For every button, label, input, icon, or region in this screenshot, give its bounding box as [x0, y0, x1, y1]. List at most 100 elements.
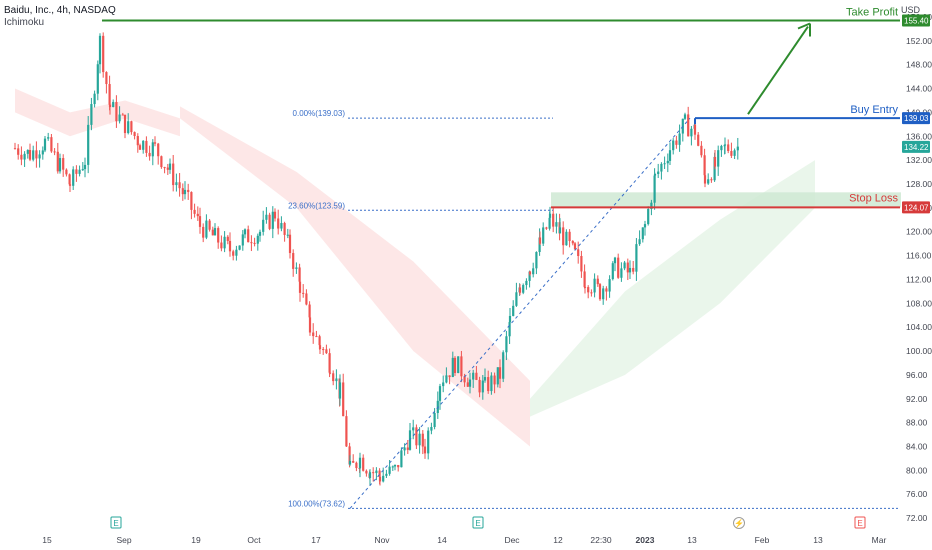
time-tick-label: Nov: [374, 535, 390, 545]
candle-body: [502, 352, 505, 379]
event-marker-icon: [733, 517, 745, 529]
candle-body: [487, 377, 490, 392]
trade-levels: 0.00%(139.03) 23.60%(123.59) 100.00%(73.62…: [102, 7, 900, 509]
candle-body: [172, 163, 175, 186]
candle-body: [175, 182, 178, 186]
candle-body: [723, 144, 727, 146]
candle-body: [298, 281, 302, 293]
candle-body: [733, 150, 736, 156]
candle-body: [305, 293, 308, 305]
candle-body: [160, 156, 163, 168]
price-tick-label: 80.00: [906, 465, 928, 475]
candles: [13, 32, 739, 486]
candle-body: [262, 219, 265, 232]
candle-body: [283, 223, 286, 235]
candle-body: [205, 220, 208, 238]
indicator-label: Ichimoku: [4, 17, 45, 28]
candle-body: [617, 257, 620, 278]
candle-body: [611, 263, 614, 280]
candle-body: [418, 433, 421, 446]
candle-body: [181, 188, 184, 195]
candle-body: [463, 376, 466, 383]
candle-body: [166, 167, 169, 170]
candle-body: [130, 121, 133, 133]
candle-body: [587, 287, 590, 293]
candle-body: [53, 151, 56, 153]
candle-body: [28, 149, 32, 160]
candle-body: [496, 367, 499, 385]
candle-body: [38, 154, 41, 159]
candle-body: [145, 140, 148, 153]
candle-body: [90, 104, 93, 125]
price-tick-label: 92.00: [906, 394, 928, 404]
buy-entry-badge-text: 139.03: [904, 114, 929, 123]
candle-body: [118, 114, 121, 122]
candle-body: [700, 145, 703, 156]
candle-body: [535, 252, 538, 269]
candle-body: [512, 305, 515, 316]
symbol-title: Baidu, Inc., 4h, NASDAQ: [4, 5, 116, 16]
candle-body: [522, 285, 525, 293]
candle-body: [62, 158, 65, 170]
candle-body: [406, 447, 409, 450]
candle-body: [596, 278, 599, 285]
candle-body: [41, 150, 44, 155]
price-tick-label: 152.00: [906, 36, 932, 46]
candle-body: [253, 242, 256, 244]
candle-body: [68, 184, 72, 186]
candle-body: [223, 236, 226, 249]
last-price-badge: [902, 140, 930, 153]
candle-body: [493, 375, 496, 385]
candle-body: [717, 150, 720, 167]
take-profit-badge-text: 155.40: [904, 17, 929, 26]
candle-body: [620, 268, 623, 278]
candle-body: [475, 372, 478, 380]
candle-body: [678, 133, 681, 145]
candle-body: [72, 169, 75, 186]
candle-body: [391, 466, 394, 468]
candle-body: [235, 249, 238, 256]
candle-body: [641, 227, 644, 240]
candle-body: [211, 229, 214, 236]
candle-body: [258, 231, 262, 236]
candle-body: [83, 164, 87, 170]
target-arrow-head: [797, 22, 811, 37]
candle-body: [423, 446, 427, 454]
candle-body: [196, 213, 199, 217]
candle-body: [385, 473, 388, 476]
candle-body: [697, 134, 700, 146]
candle-body: [202, 226, 205, 238]
buy-entry-badge: [902, 112, 930, 125]
price-tick-label: 128.00: [906, 179, 932, 189]
candle-body: [96, 64, 99, 94]
price-tick-label: 136.00: [906, 131, 932, 141]
candle-body: [138, 145, 142, 150]
candle-body: [50, 137, 53, 152]
candle-body: [217, 228, 220, 243]
candle-body: [453, 357, 457, 374]
fib-label-1: 23.60%(123.59): [288, 201, 345, 210]
candle-body: [448, 375, 451, 378]
candle-body: [568, 231, 571, 242]
candle-body: [427, 430, 430, 454]
candle-body: [538, 237, 542, 244]
candle-body: [365, 470, 368, 474]
fib-label-0: 0.00%(139.03): [293, 109, 346, 118]
time-tick-label: 14: [437, 535, 447, 545]
candle-body: [710, 179, 713, 181]
cloud-segment-0: [15, 88, 180, 137]
candle-body: [228, 240, 232, 252]
candle-body: [548, 213, 552, 218]
candle-body: [348, 460, 352, 465]
candle-body: [136, 136, 139, 146]
fib-trend-line: [349, 117, 691, 509]
candle-body: [20, 154, 23, 160]
event-marker-icon: [110, 516, 122, 529]
candle-body: [483, 377, 487, 381]
candle-body: [690, 128, 693, 137]
candle-body: [338, 382, 342, 399]
stop-loss-zone: [551, 192, 901, 208]
candle-body: [430, 427, 433, 431]
candle-body: [358, 457, 362, 469]
